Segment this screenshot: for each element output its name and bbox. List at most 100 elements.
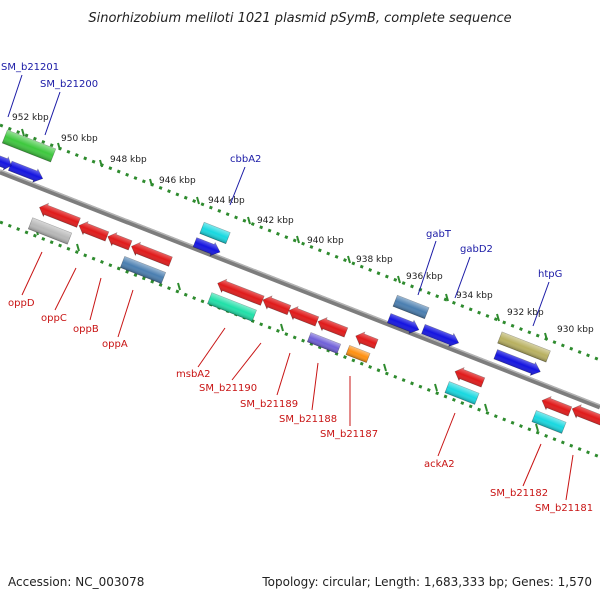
gene-feature-purple bbox=[306, 332, 342, 354]
gene-shading bbox=[497, 331, 551, 363]
gene-label: msbA2 bbox=[176, 369, 211, 380]
gene-label: oppB bbox=[73, 324, 99, 335]
gene-feature-steel bbox=[119, 255, 167, 285]
gene-feature-blue bbox=[493, 349, 541, 376]
gene-label: SM_b21190 bbox=[199, 383, 257, 394]
gene-shading bbox=[207, 292, 257, 322]
gene-feature-green bbox=[1, 129, 57, 163]
gene-shading bbox=[131, 242, 173, 267]
gene-feature-blue bbox=[0, 153, 12, 171]
gene-label: gabT bbox=[426, 229, 452, 240]
gene-shading bbox=[387, 313, 419, 334]
scale-label: 930 kbp bbox=[557, 325, 594, 335]
gene-label: SM_b21181 bbox=[535, 503, 593, 514]
gene-label: oppA bbox=[102, 339, 128, 350]
gene-feature-steel bbox=[392, 294, 430, 320]
genes bbox=[0, 129, 600, 434]
scale-labels: 952 kbp 950 kbp 948 kbp 946 kbp 944 kbp … bbox=[12, 113, 594, 335]
gene-shading bbox=[444, 381, 480, 405]
gene-shading bbox=[572, 404, 600, 426]
gene-label: SM_b21182 bbox=[490, 488, 548, 499]
gene-shading bbox=[307, 332, 341, 354]
gene-feature-cyan bbox=[444, 381, 480, 405]
gene-feature-olive bbox=[497, 331, 551, 363]
genome-summary-text: Topology: circular; Length: 1,683,333 bp… bbox=[261, 575, 592, 589]
gene-feature-red bbox=[131, 241, 173, 267]
gene-shading bbox=[493, 349, 541, 376]
scale-label: 946 kbp bbox=[159, 176, 196, 186]
gene-label: SM_b21188 bbox=[279, 414, 337, 425]
gene-feature-blue bbox=[386, 313, 420, 334]
gene-shading bbox=[531, 410, 567, 434]
gene-feature-cyan bbox=[199, 221, 231, 245]
genome-backbone bbox=[0, 169, 600, 410]
gene-feature-mint bbox=[207, 292, 257, 322]
gene-feature-cyan bbox=[531, 410, 567, 434]
gene-label: SM_b21200 bbox=[40, 79, 98, 90]
gene-shading bbox=[421, 324, 459, 347]
gene-shading bbox=[0, 153, 12, 170]
gene-feature-red bbox=[454, 366, 486, 388]
gene-feature-red bbox=[541, 395, 573, 417]
gene-label: cbbA2 bbox=[230, 154, 261, 165]
gene-feature-orange bbox=[345, 344, 371, 364]
leader-lines-bottom bbox=[21, 251, 574, 501]
gene-feature-red bbox=[107, 232, 133, 251]
gene-feature-blue bbox=[192, 237, 221, 257]
scale-label: 934 kbp bbox=[456, 291, 493, 301]
gene-label: htpG bbox=[538, 269, 562, 280]
scale-label: 952 kbp bbox=[12, 113, 49, 123]
gene-feature-red bbox=[262, 295, 292, 316]
gene-label: ackA2 bbox=[424, 459, 455, 470]
gene-feature-blue bbox=[421, 324, 460, 348]
gene-shading bbox=[318, 317, 348, 338]
gene-shading bbox=[79, 221, 109, 242]
gene-label: SM_b21201 bbox=[1, 62, 59, 73]
gene-shading bbox=[199, 222, 231, 244]
accession-text: Accession: NC_003078 bbox=[8, 575, 144, 589]
gene-label: gabD2 bbox=[460, 244, 493, 255]
outer-scale-ticks bbox=[21, 128, 548, 341]
leader-lines-top bbox=[7, 74, 550, 327]
gene-labels-bottom: oppD oppC oppB oppA msbA2 SM_b21190 SM_b… bbox=[8, 298, 593, 514]
genome-backbone-highlight bbox=[0, 169, 600, 406]
gene-feature-red bbox=[571, 404, 600, 427]
gene-feature-blue bbox=[7, 160, 44, 183]
gene-shading bbox=[8, 161, 43, 183]
gene-label: SM_b21189 bbox=[240, 399, 298, 410]
gene-label: SM_b21187 bbox=[320, 429, 378, 440]
map-title: Sinorhizobium meliloti 1021 plasmid pSym… bbox=[88, 11, 511, 26]
gene-feature-red bbox=[288, 305, 320, 327]
gene-feature-red bbox=[355, 331, 379, 350]
gene-feature-gray bbox=[27, 217, 73, 245]
gene-shading bbox=[2, 129, 56, 163]
scale-label: 942 kbp bbox=[257, 216, 294, 226]
gene-shading bbox=[107, 232, 132, 251]
gene-shading bbox=[28, 217, 72, 245]
gene-label: oppC bbox=[41, 313, 67, 324]
gene-feature-red bbox=[217, 278, 265, 306]
gene-shading bbox=[455, 367, 485, 388]
scale-label: 950 kbp bbox=[61, 134, 98, 144]
gene-shading bbox=[355, 332, 379, 349]
scale-label: 944 kbp bbox=[208, 196, 245, 206]
gene-feature-red bbox=[317, 316, 349, 338]
gene-shading bbox=[262, 295, 291, 315]
gene-shading bbox=[289, 306, 319, 327]
scale-label: 940 kbp bbox=[307, 236, 344, 246]
gene-shading bbox=[120, 256, 166, 284]
gene-shading bbox=[345, 345, 371, 363]
gene-feature-red bbox=[78, 220, 110, 242]
gene-labels-top: SM_b21201 SM_b21200 cbbA2 gabT gabD2 htp… bbox=[1, 62, 562, 280]
scale-label: 932 kbp bbox=[507, 308, 544, 318]
gene-shading bbox=[542, 396, 572, 417]
scale-label: 948 kbp bbox=[110, 155, 147, 165]
scale-label: 938 kbp bbox=[356, 255, 393, 265]
gene-feature-red bbox=[39, 202, 81, 228]
gene-shading bbox=[217, 279, 265, 306]
gene-label: oppD bbox=[8, 298, 35, 309]
gene-shading bbox=[392, 295, 430, 319]
gene-shading bbox=[193, 237, 221, 256]
